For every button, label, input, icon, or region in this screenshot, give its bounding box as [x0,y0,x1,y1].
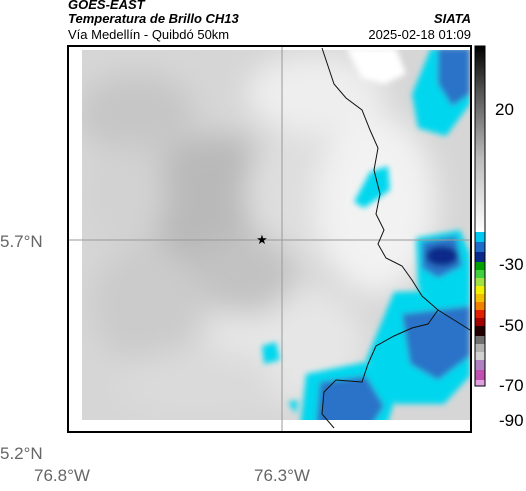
location-subtitle: Vía Medellín - Quibdó 50km [68,27,230,42]
imagery-layer [82,48,470,428]
lon-tick-label: 76.3°W [254,466,310,485]
colorbar [474,45,486,387]
timestamp-label: 2025-02-18 01:09 [368,27,471,42]
colorbar-tick-label: 20 [495,100,514,119]
colorbar-tick-label: -50 [499,316,524,335]
lon-tick-label: 76.8°W [34,466,90,485]
map-frame [67,45,472,433]
border-line [321,47,471,429]
colorbar-tick-label: -70 [499,376,524,395]
lat-tick-label: 5.7°N [0,232,43,251]
organization-label: SIATA [433,11,471,26]
colorbar-tick-label: -90 [499,411,524,430]
cold-cloud-regions [262,48,470,428]
source-title: GOES-EAST [68,0,145,12]
star-icon: ★ [256,233,268,248]
product-title: Temperatura de Brillo CH13 [68,11,239,26]
lat-tick-label: 5.2°N [0,444,43,463]
satellite-map: ★ [66,44,486,433]
colorbar-tick-label: -30 [499,255,524,274]
